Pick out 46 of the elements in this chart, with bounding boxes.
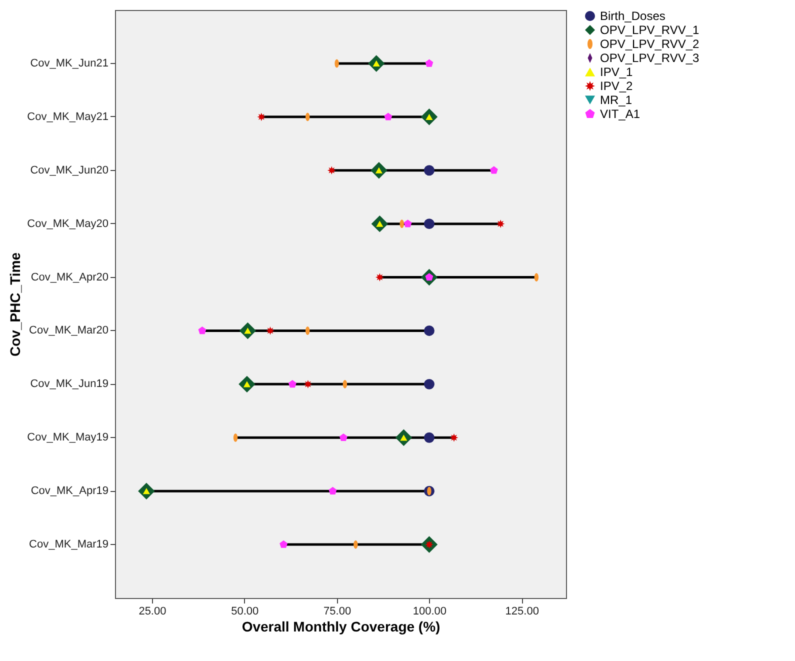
point xyxy=(327,166,336,175)
point xyxy=(424,432,434,443)
point xyxy=(339,433,348,442)
x-tick-label: 75.00 xyxy=(324,606,352,618)
legend-label: OPV_LPV_RVV_1 xyxy=(600,23,700,37)
y-tick-label: Cov_MK_May21 xyxy=(27,110,108,123)
x-tick-label: 25.00 xyxy=(138,606,166,618)
point xyxy=(424,325,434,336)
legend-label: IPV_1 xyxy=(600,65,634,79)
y-tick-label: Cov_MK_Jun20 xyxy=(30,164,108,176)
point xyxy=(404,220,412,228)
point xyxy=(496,220,505,228)
point xyxy=(490,166,498,174)
legend-label: Birth_Doses xyxy=(600,9,666,23)
point xyxy=(198,326,206,334)
legend-label: VIT_A1 xyxy=(600,107,640,121)
point xyxy=(376,273,384,282)
point xyxy=(328,486,337,494)
y-tick-label: Cov_MK_Jun19 xyxy=(30,378,108,390)
x-tick-label: 50.00 xyxy=(231,606,259,618)
legend-label: MR_1 xyxy=(600,93,632,107)
point xyxy=(424,218,434,230)
point xyxy=(257,112,266,122)
point xyxy=(384,112,392,120)
y-axis-title: Cov_PHC_Time xyxy=(7,252,24,357)
legend-label: IPV_2 xyxy=(600,79,634,93)
x-axis-title: Overall Monthly Coverage (%) xyxy=(242,618,440,634)
point xyxy=(304,380,312,388)
point xyxy=(424,378,434,390)
x-tick-label: 125.00 xyxy=(505,606,539,618)
y-tick-label: Cov_MK_Mar20 xyxy=(29,324,108,337)
y-tick-label: Cov_MK_Jun21 xyxy=(30,57,108,70)
y-tick-label: Cov_MK_May20 xyxy=(27,218,108,230)
legend-label: OPV_LPV_RVV_3 xyxy=(600,51,700,65)
y-tick-label: Cov_MK_Apr20 xyxy=(30,271,108,284)
point xyxy=(450,433,458,442)
point xyxy=(266,326,274,335)
point xyxy=(280,540,288,548)
y-tick-label: Cov_MK_Mar19 xyxy=(29,538,108,551)
y-tick-label: Cov_MK_May19 xyxy=(27,432,108,444)
point xyxy=(425,59,434,67)
y-tick-label: Cov_MK_Apr19 xyxy=(30,485,108,498)
point xyxy=(424,165,434,176)
x-tick-label: 100.00 xyxy=(412,606,447,618)
point xyxy=(288,380,296,388)
legend-label: OPV_LPV_RVV_2 xyxy=(600,37,700,51)
